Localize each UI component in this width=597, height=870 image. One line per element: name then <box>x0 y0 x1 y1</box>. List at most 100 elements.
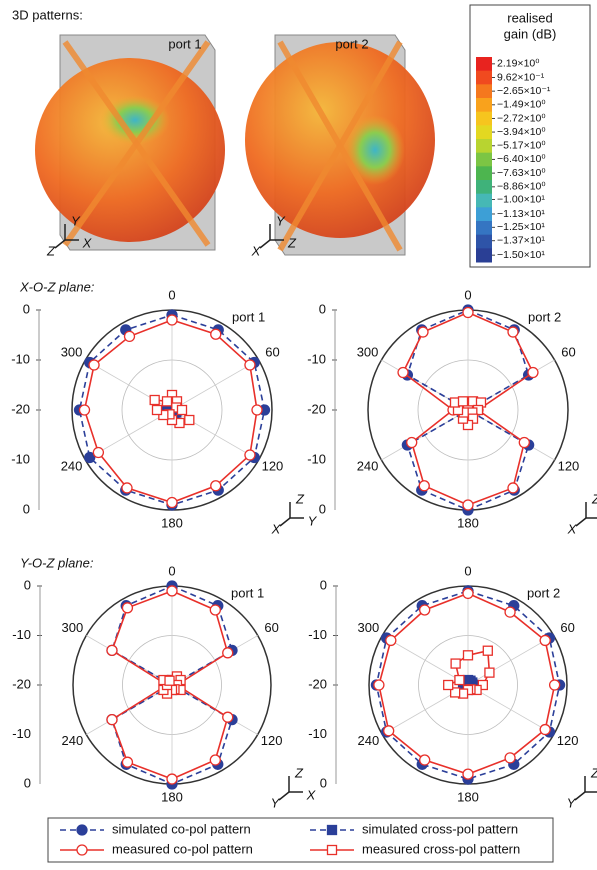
colorbar-band <box>476 221 492 235</box>
marker <box>519 438 529 448</box>
marker <box>463 769 473 779</box>
marker <box>485 668 494 677</box>
marker <box>540 635 550 645</box>
r-tick-label: 0 <box>319 301 326 316</box>
colorbar-title: realised <box>507 10 553 25</box>
marker <box>374 680 384 690</box>
theta-tick-label: 300 <box>61 344 83 359</box>
theta-tick-label: 0 <box>464 563 471 578</box>
axis-letter: Y <box>308 513 318 528</box>
r-tick-label: 0 <box>24 577 31 592</box>
r-tick-label: -10 <box>307 351 326 366</box>
legend-label: simulated cross-pol pattern <box>362 821 518 836</box>
colorbar-band <box>476 166 492 180</box>
r-tick-label: -20 <box>12 676 31 691</box>
theta-tick-label: 300 <box>357 344 379 359</box>
theta-tick-label: 240 <box>357 458 379 473</box>
r-tick-label: -20 <box>308 676 327 691</box>
marker <box>483 646 492 655</box>
axis-arrow <box>280 518 290 526</box>
marker <box>386 635 396 645</box>
marker <box>464 651 473 660</box>
marker <box>252 405 262 415</box>
axis-arrow <box>279 792 289 800</box>
marker <box>505 607 515 617</box>
r-tick-label: 0 <box>320 775 327 790</box>
marker <box>150 396 159 405</box>
colorbar-tick-label: −7.63×10⁰ <box>497 167 546 179</box>
axis-letter: Z <box>590 765 597 780</box>
legend-label: measured co-pol pattern <box>112 841 253 856</box>
r-tick-label: -10 <box>12 627 31 642</box>
colorbar-tick-label: −3.94×10⁰ <box>497 126 546 138</box>
marker <box>93 448 103 458</box>
marker <box>122 603 132 613</box>
marker <box>77 845 87 855</box>
figure: 3D patterns: port 1 port 2 realised gain… <box>0 0 597 865</box>
theta-tick-label: 60 <box>265 344 279 359</box>
colorbar-band <box>476 57 492 71</box>
panel-label: port 1 <box>168 36 201 51</box>
marker <box>245 360 255 370</box>
marker <box>178 406 187 415</box>
axis-letter: Z <box>46 243 56 258</box>
theta-tick-label: 60 <box>560 620 574 635</box>
legend-label: measured cross-pol pattern <box>362 841 520 856</box>
colorbar: realised gain (dB) 2.19×10⁰9.62×10⁻¹−2.6… <box>470 5 590 267</box>
marker <box>451 659 460 668</box>
r-tick-label: -10 <box>12 726 31 741</box>
marker <box>459 397 468 406</box>
colorbar-band <box>476 112 492 126</box>
axis-letter: Y <box>276 213 286 228</box>
r-tick-label: 0 <box>319 501 326 516</box>
r-tick-label: -10 <box>308 627 327 642</box>
theta-tick-label: 180 <box>457 515 479 530</box>
colorbar-band <box>476 139 492 153</box>
theta-tick-label: 180 <box>161 789 183 804</box>
theta-tick-label: 120 <box>261 733 283 748</box>
axis-letter: Y <box>567 795 577 810</box>
r-tick-label: 0 <box>23 301 30 316</box>
plane-label: X-O-Z plane: <box>19 279 95 294</box>
axis-letter: Z <box>287 235 297 250</box>
marker <box>165 676 174 685</box>
axis-letter: Y <box>71 213 81 228</box>
theta-tick-label: 240 <box>358 733 380 748</box>
marker <box>167 498 177 508</box>
axis-arrow <box>260 240 270 248</box>
marker <box>80 405 90 415</box>
marker <box>407 438 417 448</box>
marker <box>508 483 518 493</box>
colorbar-tick-label: −5.17×10⁰ <box>497 140 546 152</box>
colorbar-tick-label: −1.50×10¹ <box>497 249 545 261</box>
chart-title: port 2 <box>527 585 560 600</box>
marker <box>550 680 560 690</box>
colorbar-band <box>476 125 492 139</box>
marker <box>125 331 135 341</box>
theta-tick-label: 120 <box>557 733 579 748</box>
theta-tick-label: 300 <box>358 620 380 635</box>
colorbar-tick-label: −1.13×10¹ <box>497 208 545 220</box>
theta-tick-label: 0 <box>168 563 175 578</box>
colorbar-tick-label: −2.72×10⁰ <box>497 112 546 124</box>
colorbar-band <box>476 248 492 262</box>
theta-tick-label: 240 <box>62 733 84 748</box>
page: 3D patterns: port 1 port 2 realised gain… <box>0 0 597 870</box>
axis-letter: Z <box>295 491 305 506</box>
marker <box>122 757 132 767</box>
axis-arrow <box>55 240 65 248</box>
marker <box>210 605 220 615</box>
colorbar-tick-label: −1.49×10⁰ <box>497 99 546 111</box>
r-tick-label: -10 <box>308 726 327 741</box>
marker <box>122 483 132 493</box>
r-tick-label: 0 <box>24 775 31 790</box>
marker <box>528 368 538 378</box>
marker <box>211 481 221 491</box>
colorbar-tick-label: −2.65×10⁻¹ <box>497 85 551 97</box>
theta-tick-label: 60 <box>264 620 278 635</box>
marker <box>77 825 87 835</box>
r-tick-label: -10 <box>11 451 30 466</box>
marker <box>420 755 430 765</box>
marker <box>419 481 429 491</box>
colorbar-band <box>476 207 492 221</box>
